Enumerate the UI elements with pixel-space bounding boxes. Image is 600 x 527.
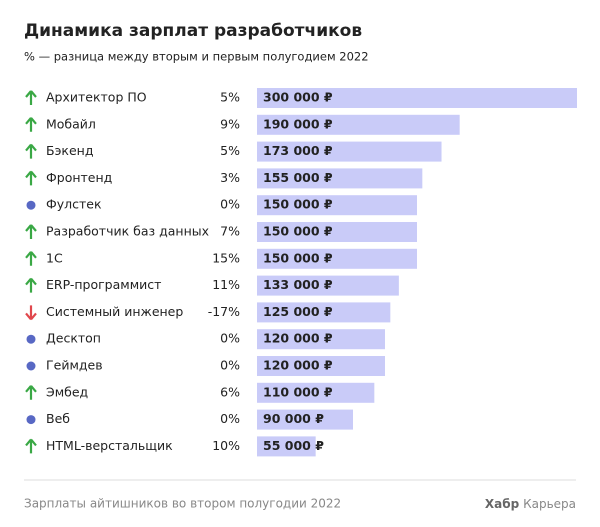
value-label: 150 000 ₽ bbox=[263, 250, 333, 265]
arrow-down bbox=[25, 305, 37, 321]
bar bbox=[257, 114, 460, 135]
bar bbox=[257, 168, 423, 189]
brand-name: Хабр bbox=[485, 497, 520, 511]
bar bbox=[257, 436, 316, 457]
value-label: 125 000 ₽ bbox=[263, 304, 333, 319]
arrow-up bbox=[25, 117, 37, 132]
change-label: 3% bbox=[220, 170, 240, 185]
dot bbox=[26, 334, 36, 344]
dot bbox=[26, 415, 36, 425]
arrow-up bbox=[25, 224, 37, 239]
source: Зарплаты айтишников во втором полугодии … bbox=[24, 497, 341, 511]
category-label: Эмбед bbox=[46, 384, 88, 399]
change-label: 5% bbox=[220, 143, 240, 158]
value-label: 155 000 ₽ bbox=[263, 170, 333, 185]
bar bbox=[257, 329, 385, 350]
chart-subtitle: % — разница между вторым и первым полуго… bbox=[24, 50, 369, 64]
bar bbox=[257, 141, 442, 162]
change-label: 7% bbox=[220, 224, 240, 239]
brand-suffix: Карьера bbox=[523, 497, 576, 511]
bar bbox=[257, 248, 417, 269]
category-label: Разработчик баз данных bbox=[46, 224, 209, 239]
category-label: Геймдев bbox=[46, 358, 103, 373]
bar bbox=[257, 302, 391, 323]
arrow-up bbox=[25, 438, 37, 454]
bar bbox=[257, 195, 417, 216]
arrow-up bbox=[25, 277, 37, 293]
chart-title: Динамика зарплат разработчиков bbox=[24, 21, 362, 41]
value-label: 90 000 ₽ bbox=[263, 411, 324, 426]
change-label: 15% bbox=[212, 250, 240, 265]
arrow-up bbox=[25, 251, 37, 266]
value-label: 55 000 ₽ bbox=[263, 438, 324, 453]
bar bbox=[257, 382, 375, 403]
bar bbox=[257, 222, 417, 242]
value-label: 173 000 ₽ bbox=[263, 143, 333, 158]
value-label: 133 000 ₽ bbox=[263, 277, 333, 292]
change-label: 5% bbox=[220, 90, 240, 105]
value-label: 300 000 ₽ bbox=[263, 90, 333, 105]
arrow-up bbox=[25, 385, 37, 400]
bar bbox=[257, 356, 385, 376]
category-label: Бэкенд bbox=[46, 143, 94, 158]
change-label: 0% bbox=[220, 358, 240, 373]
category-label: Десктоп bbox=[46, 331, 101, 346]
change-label: 11% bbox=[212, 277, 240, 292]
category-label: HTML-верстальщик bbox=[46, 438, 173, 453]
category-label: Архитектор ПО bbox=[46, 90, 147, 105]
change-label: 0% bbox=[220, 197, 240, 212]
category-label: ERP-программист bbox=[46, 277, 161, 292]
change-label: 0% bbox=[220, 411, 240, 426]
arrow-up bbox=[25, 143, 37, 159]
change-label: -17% bbox=[208, 304, 240, 319]
arrow-up bbox=[25, 90, 37, 105]
change-label: 9% bbox=[220, 116, 240, 131]
bar bbox=[257, 275, 399, 296]
bar bbox=[257, 88, 577, 108]
value-label: 150 000 ₽ bbox=[263, 197, 333, 212]
arrow-up bbox=[25, 170, 37, 186]
value-label: 120 000 ₽ bbox=[263, 358, 333, 373]
change-label: 0% bbox=[220, 331, 240, 346]
value-label: 120 000 ₽ bbox=[263, 331, 333, 346]
bar bbox=[257, 409, 353, 430]
value-label: 150 000 ₽ bbox=[263, 224, 333, 239]
category-label: Веб bbox=[46, 411, 70, 426]
category-label: 1С bbox=[46, 250, 63, 265]
dot bbox=[26, 200, 36, 210]
change-label: 6% bbox=[220, 384, 240, 399]
brand: Хабр Карьера bbox=[485, 497, 576, 511]
category-label: Фронтенд bbox=[46, 170, 112, 185]
value-label: 110 000 ₽ bbox=[263, 384, 333, 399]
category-label: Мобайл bbox=[46, 116, 96, 131]
category-label: Фулстек bbox=[46, 197, 102, 212]
change-label: 10% bbox=[212, 438, 240, 453]
value-label: 190 000 ₽ bbox=[263, 116, 333, 131]
category-label: Системный инженер bbox=[46, 304, 183, 319]
dot bbox=[26, 361, 36, 371]
